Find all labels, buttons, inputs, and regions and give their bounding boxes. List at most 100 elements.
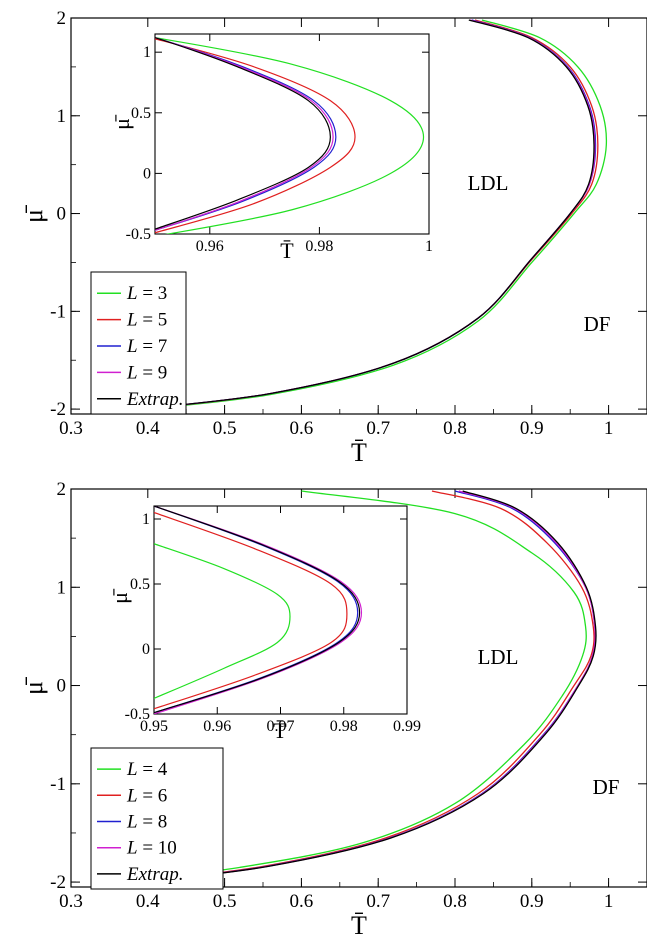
x-tick-label: 0.5 [213,418,237,439]
legend-label: Extrap. [126,864,183,885]
inset-plot: 0.95 0.96 0.97 0.98 0.99 -0.5 0 0.5 1 T̄ μ̄ [107,505,421,743]
inset-series-line [154,543,291,699]
y-tick-label: 1 [57,106,67,127]
legend-label: L = 5 [126,310,167,331]
inset-x-tick-label: 0.98 [305,238,333,255]
legend-label: Extrap. [126,389,183,410]
inset-y-tick-label: 0.5 [131,105,151,122]
series-line [136,490,595,883]
series-line [117,490,587,883]
plot-frame [70,17,647,415]
x-tick-label: 0.9 [520,891,544,912]
legend-item: L = 6 [97,785,167,806]
y-tick-label: -2 [50,872,66,893]
series-line [140,490,597,883]
inset-x-axis-label: T̄ [280,238,294,263]
y-tick-label: 2 [57,479,67,500]
inset-y-axis-label: μ̄ [107,588,132,604]
x-tick-label: 1 [604,418,614,439]
inset-y-tick-label: 1 [143,44,151,61]
inset-x-tick-label: 0.96 [203,718,231,735]
inset-series-line [154,506,361,714]
legend-item: L = 5 [97,310,167,331]
inset-plot: 0.96 0.98 1-0.500.51T̄μ̄ [109,33,433,263]
inset-x-tick-label: 0.98 [330,718,358,735]
legend-item: L = 8 [97,812,167,833]
inset-y-tick-label: -0.5 [125,706,150,723]
inset-series-line [155,37,331,230]
legend-item: L = 7 [97,336,167,357]
x-tick-label: 0.7 [366,418,390,439]
inset-series-line [154,506,363,714]
legend-label: L = 8 [126,812,167,833]
region-label-ldl: LDL [478,645,519,669]
legend-label: L = 9 [126,362,167,383]
inset-y-tick-label: 0.5 [130,576,150,593]
legend-label: L = 3 [126,283,167,304]
x-tick-label: 0.3 [59,418,83,439]
legend: L = 4 L = 6 L = 8 L = 10 Extrap. [90,747,224,890]
series-line [146,19,608,410]
inset-frame [154,33,430,235]
inset-x-tick-label: 0.97 [267,718,295,735]
y-tick-label: -1 [50,301,66,322]
x-tick-label: 0.3 [59,891,83,912]
y-tick-label: 1 [57,577,67,598]
y-tick-label: -1 [50,774,66,795]
y-axis-label: μ̄ [19,205,48,223]
x-tick-label: 0.8 [443,891,467,912]
y-tick-label: 2 [57,8,67,29]
panel-1: 0.3 0.4 0.5 0.6 0.7 0.8 0.9 1 -2 -1 0 1 2 T̄ μ̄ LDL DF 0.… [19,8,647,467]
x-tick-label: 0.6 [290,418,314,439]
x-tick-label: 0.9 [520,418,544,439]
inset-x-tick-label: 0.96 [196,238,224,255]
inset-x-tick-label: 0.99 [393,718,421,735]
series-line [139,19,595,410]
y-tick-label: 0 [57,204,67,225]
region-label-df: DF [593,775,620,799]
x-axis-label: T̄ [351,911,367,940]
inset-curves [154,506,363,714]
legend-item: L = 9 [97,362,167,383]
inset-y-tick-label: 0 [143,165,151,182]
legend-label: L = 10 [126,838,177,859]
legend-label: L = 7 [126,336,167,357]
legend-item: Extrap. [97,864,183,885]
legend-box [90,271,187,415]
plot-frame [70,488,647,888]
x-tick-label: 0.4 [136,891,160,912]
legend-item: Extrap. [97,389,183,410]
x-tick-label: 0.5 [213,891,237,912]
svg-text:T̄: T̄ [351,438,367,467]
y-tick-label: 0 [57,676,67,697]
x-tick-label: 0.6 [290,891,314,912]
svg-text:T̄: T̄ [351,911,367,940]
legend-label: L = 4 [126,759,168,780]
panel-2: 0.3 0.4 0.5 0.6 0.7 0.8 0.9 1 -2 -1 0 1 2 T̄ μ̄ LDL DF 0.… [19,479,647,940]
inset-series-line [154,511,348,710]
x-tick-label: 0.4 [136,418,160,439]
y-tick-label: -2 [50,399,66,420]
inset-y-tick-label: 1 [142,511,150,528]
x-axis-label: T̄ [351,438,367,467]
curves [117,490,597,883]
x-tick-label: 0.8 [443,418,467,439]
region-label-df: DF [584,312,611,336]
legend-item: L = 3 [97,283,167,304]
legend-box [90,747,224,890]
inset-y-tick-label: -0.5 [126,226,151,243]
inset-series-line [155,37,425,234]
legend-item: L = 10 [97,838,177,859]
svg-text:μ̄: μ̄ [107,588,132,604]
inset-x-tick-label: 0.95 [140,718,168,735]
legend-item: L = 4 [97,759,168,780]
legend-label: L = 6 [126,785,167,806]
y-axis-label: μ̄ [19,677,48,695]
svg-text:μ̄: μ̄ [19,205,48,223]
inset-x-tick-label: 1 [425,238,433,255]
curves [139,19,608,410]
inset-curves [155,37,425,234]
x-tick-label: 1 [604,891,614,912]
region-label-ldl: LDL [468,171,509,195]
